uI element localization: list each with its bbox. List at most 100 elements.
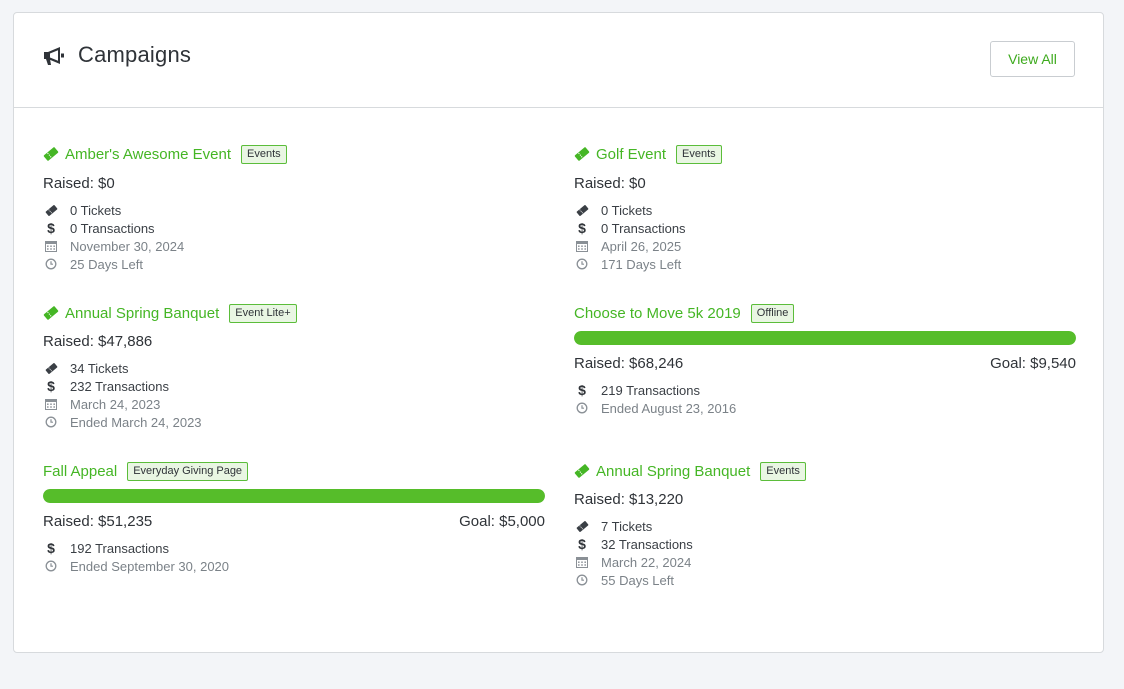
clock-icon	[45, 258, 57, 270]
progress-fill	[574, 331, 1076, 345]
clock-icon	[576, 258, 588, 270]
stat-tickets: 0 Tickets	[574, 201, 652, 219]
progress-bar	[43, 489, 545, 503]
stat-time: 25 Days Left	[43, 255, 143, 273]
raised-amount: Raised: $0	[574, 175, 646, 192]
tickets-count: 7 Tickets	[601, 518, 653, 534]
stat-time: Ended August 23, 2016	[574, 399, 736, 417]
campaign-type-badge: Offline	[750, 303, 795, 323]
campaign-card: Amber's Awesome Event Events Raised: $0 …	[43, 144, 545, 274]
stat-date: April 26, 2025	[574, 237, 681, 255]
campaign-title-row: Annual Spring Banquet Event Lite+	[43, 303, 297, 323]
stat-time: 171 Days Left	[574, 255, 681, 273]
raised-amount: Raised: $47,886	[43, 333, 153, 350]
clock-icon	[45, 560, 57, 572]
campaign-type-badge: Events	[676, 144, 722, 164]
transactions-count: 32 Transactions	[601, 536, 693, 552]
campaign-card: Fall Appeal Everyday Giving Page Raised:…	[43, 461, 545, 574]
campaign-title-row: Annual Spring Banquet Events	[574, 461, 806, 481]
campaign-date: March 24, 2023	[70, 396, 161, 412]
goal-amount: Goal: $5,000	[459, 513, 545, 530]
dollar-icon: $	[578, 382, 586, 398]
stat-time: 55 Days Left	[574, 571, 674, 589]
ticket-icon	[576, 520, 588, 532]
campaign-card: Annual Spring Banquet Event Lite+ Raised…	[43, 303, 545, 433]
stat-time: Ended September 30, 2020	[43, 557, 229, 575]
campaigns-card: Campaigns View All Amber's Awesome Event…	[13, 12, 1104, 653]
progress-fill	[43, 489, 545, 503]
campaign-type-badge: Everyday Giving Page	[127, 461, 249, 481]
stat-transactions: $ 219 Transactions	[574, 381, 700, 399]
campaign-type-badge: Event Lite+	[229, 303, 297, 323]
raised-amount: Raised: $0	[43, 175, 115, 192]
stat-tickets: 34 Tickets	[43, 359, 129, 377]
time-status: Ended August 23, 2016	[601, 400, 737, 416]
calendar-icon	[45, 399, 57, 410]
ticket-icon	[574, 147, 590, 161]
campaign-name-link[interactable]: Golf Event	[596, 145, 667, 163]
time-status: 25 Days Left	[70, 256, 143, 272]
time-status: Ended September 30, 2020	[70, 558, 230, 574]
tickets-count: 34 Tickets	[70, 360, 129, 376]
stat-transactions: $ 0 Transactions	[574, 219, 686, 237]
stat-tickets: 7 Tickets	[574, 517, 652, 535]
raised-amount: Raised: $13,220	[574, 491, 684, 508]
transactions-count: 0 Transactions	[70, 220, 155, 236]
card-header: Campaigns View All	[14, 13, 1103, 108]
ticket-icon	[574, 464, 590, 478]
transactions-count: 192 Transactions	[70, 540, 170, 556]
stat-date: November 30, 2024	[43, 237, 184, 255]
campaign-type-badge: Events	[760, 461, 806, 481]
campaign-name-link[interactable]: Annual Spring Banquet	[65, 304, 220, 322]
stat-date: March 24, 2023	[43, 395, 160, 413]
transactions-count: 232 Transactions	[70, 378, 170, 394]
stat-transactions: $ 32 Transactions	[574, 535, 693, 553]
dollar-icon: $	[47, 378, 55, 394]
dollar-icon: $	[47, 220, 55, 236]
ticket-icon	[576, 204, 588, 216]
page-title: Campaigns	[78, 42, 192, 67]
campaign-title-row: Fall Appeal Everyday Giving Page	[43, 461, 249, 481]
stat-tickets: 0 Tickets	[43, 201, 121, 219]
ticket-icon	[43, 306, 59, 320]
stat-time: Ended March 24, 2023	[43, 413, 202, 431]
stat-transactions: $ 232 Transactions	[43, 377, 169, 395]
campaign-card: Golf Event Events Raised: $0 0 Tickets $…	[574, 144, 1076, 274]
stat-date: March 22, 2024	[574, 553, 691, 571]
view-all-button[interactable]: View All	[990, 41, 1075, 77]
goal-amount: Goal: $9,540	[990, 355, 1076, 372]
campaign-name-link[interactable]: Annual Spring Banquet	[596, 462, 751, 480]
campaign-name-link[interactable]: Fall Appeal	[43, 462, 118, 480]
calendar-icon	[576, 241, 588, 252]
calendar-icon	[576, 557, 588, 568]
ticket-icon	[43, 147, 59, 161]
campaign-name-link[interactable]: Choose to Move 5k 2019	[574, 304, 741, 322]
campaign-date: March 22, 2024	[601, 554, 692, 570]
calendar-icon	[45, 241, 57, 252]
campaign-name-link[interactable]: Amber's Awesome Event	[65, 145, 231, 163]
campaign-title-row: Amber's Awesome Event Events	[43, 144, 287, 164]
ticket-icon	[45, 204, 57, 216]
dollar-icon: $	[578, 536, 586, 552]
stat-transactions: $ 192 Transactions	[43, 539, 169, 557]
clock-icon	[576, 402, 588, 414]
clock-icon	[45, 416, 57, 428]
campaign-title-row: Choose to Move 5k 2019 Offline	[574, 303, 795, 323]
campaign-title-row: Golf Event Events	[574, 144, 722, 164]
tickets-count: 0 Tickets	[601, 202, 653, 218]
time-status: Ended March 24, 2023	[70, 414, 202, 430]
transactions-count: 0 Transactions	[601, 220, 686, 236]
stat-transactions: $ 0 Transactions	[43, 219, 155, 237]
transactions-count: 219 Transactions	[601, 382, 701, 398]
tickets-count: 0 Tickets	[70, 202, 122, 218]
campaign-card: Choose to Move 5k 2019 Offline Raised: $…	[574, 303, 1076, 416]
clock-icon	[576, 574, 588, 586]
campaign-date: April 26, 2025	[601, 238, 682, 254]
megaphone-icon	[44, 47, 64, 65]
dollar-icon: $	[578, 220, 586, 236]
ticket-icon	[45, 362, 57, 374]
campaign-card: Annual Spring Banquet Events Raised: $13…	[574, 461, 1076, 591]
raised-amount: Raised: $51,235	[43, 513, 153, 530]
time-status: 55 Days Left	[601, 572, 674, 588]
progress-bar	[574, 331, 1076, 345]
